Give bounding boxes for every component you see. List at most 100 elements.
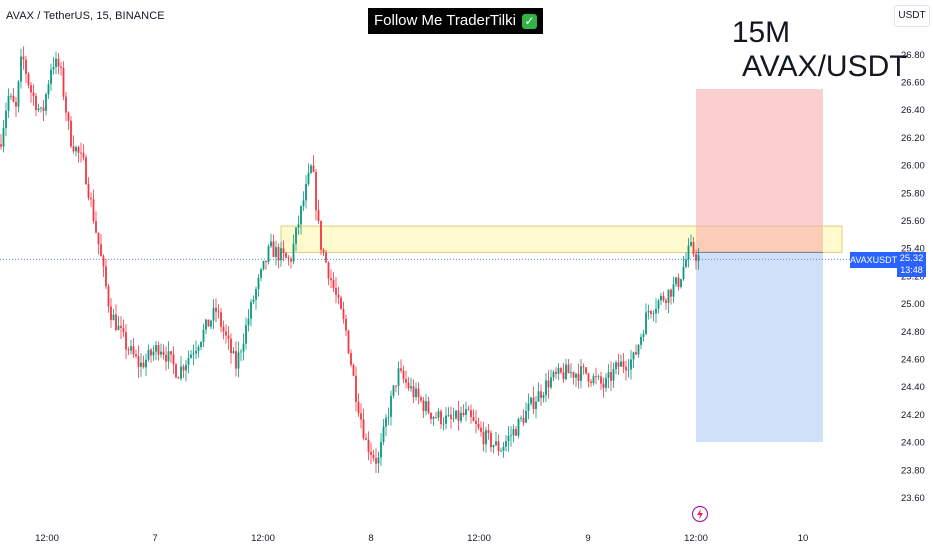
- candle: [670, 288, 672, 305]
- candle: [630, 349, 632, 380]
- candle: [502, 441, 505, 458]
- candle: [105, 258, 107, 290]
- lightning-icon[interactable]: [691, 505, 709, 523]
- candle: [265, 260, 267, 270]
- candle: [485, 426, 487, 453]
- candle: [667, 289, 670, 314]
- y-tick-label: 24.00: [901, 438, 925, 449]
- candle: [275, 240, 277, 266]
- candle: [537, 382, 540, 402]
- y-tick-label: 24.20: [901, 410, 925, 421]
- candle: [447, 407, 450, 417]
- candle: [645, 303, 647, 335]
- candle: [245, 317, 247, 350]
- candle: [510, 426, 512, 447]
- candle: [77, 145, 80, 163]
- candle: [542, 391, 545, 403]
- candle: [87, 177, 90, 201]
- promo-text: Follow Me TraderTilki: [374, 12, 516, 29]
- candle: [477, 417, 480, 431]
- x-tick-label: 12:00: [251, 533, 275, 544]
- candle: [65, 92, 67, 122]
- candle: [650, 309, 652, 319]
- candle: [57, 53, 60, 75]
- candle: [417, 382, 420, 405]
- candle: [467, 405, 470, 411]
- currency-button[interactable]: USDT: [894, 5, 930, 27]
- timeframe-label: 15M: [731, 16, 791, 49]
- candle: [172, 346, 175, 375]
- candle: [682, 256, 685, 281]
- candle: [655, 298, 657, 324]
- candle: [137, 345, 140, 378]
- x-tick-label: 12:00: [684, 533, 708, 544]
- candle: [385, 414, 387, 437]
- candle: [372, 449, 375, 462]
- take-profit-area[interactable]: [696, 252, 823, 443]
- candle: [552, 370, 555, 382]
- candle: [437, 408, 440, 421]
- candle: [610, 361, 612, 391]
- candle: [17, 80, 20, 113]
- candle: [347, 329, 350, 355]
- candle: [25, 55, 27, 84]
- check-icon: ✓: [521, 13, 537, 29]
- candle: [175, 362, 177, 379]
- candle: [140, 353, 142, 378]
- candle: [432, 416, 435, 427]
- time-axis[interactable]: 12:00 7 12:00 8 12:00 9 12:00 10: [35, 533, 808, 544]
- y-tick-label: 24.60: [901, 355, 925, 366]
- candle: [635, 344, 637, 356]
- candle: [40, 106, 42, 113]
- candle: [20, 48, 22, 89]
- candle: [312, 155, 315, 173]
- candle: [547, 370, 550, 399]
- candle: [262, 260, 265, 271]
- candle: [282, 240, 285, 262]
- candle: [652, 310, 655, 322]
- candle: [575, 372, 577, 387]
- candle: [607, 363, 610, 389]
- candle: [235, 341, 237, 377]
- candle: [362, 408, 365, 441]
- candle: [215, 298, 217, 323]
- candle: [207, 319, 210, 327]
- candle: [67, 111, 70, 130]
- candle: [562, 363, 565, 383]
- candle: [335, 277, 337, 304]
- candle: [615, 360, 617, 375]
- candle: [515, 425, 517, 436]
- price-axis[interactable]: 23.60 23.80 24.00 24.20 24.40 24.60 24.80 25.00…: [901, 50, 925, 504]
- stop-loss-area[interactable]: [696, 88, 823, 253]
- candle: [152, 345, 155, 361]
- candle: [642, 329, 645, 342]
- candle: [192, 344, 195, 366]
- candle: [512, 424, 515, 443]
- candle: [440, 408, 442, 429]
- candle: [527, 393, 530, 420]
- candle: [422, 396, 425, 418]
- candle: [0, 134, 2, 150]
- candle: [427, 396, 430, 415]
- candle: [382, 418, 385, 446]
- candle: [375, 448, 377, 474]
- candle: [597, 374, 600, 381]
- candle: [342, 301, 345, 324]
- candle: [665, 297, 667, 310]
- candle: [555, 367, 557, 380]
- candle: [340, 295, 342, 310]
- candle: [52, 56, 55, 75]
- candle: [452, 407, 455, 423]
- candle: [75, 145, 77, 157]
- candle: [475, 410, 477, 434]
- candle: [450, 406, 452, 429]
- candle: [585, 367, 587, 375]
- y-tick-label: 25.40: [901, 244, 925, 255]
- candle: [377, 451, 380, 474]
- candles-layer: [0, 46, 700, 474]
- candle: [217, 304, 220, 319]
- candle: [70, 116, 72, 149]
- candle: [130, 339, 132, 355]
- candle: [112, 309, 115, 321]
